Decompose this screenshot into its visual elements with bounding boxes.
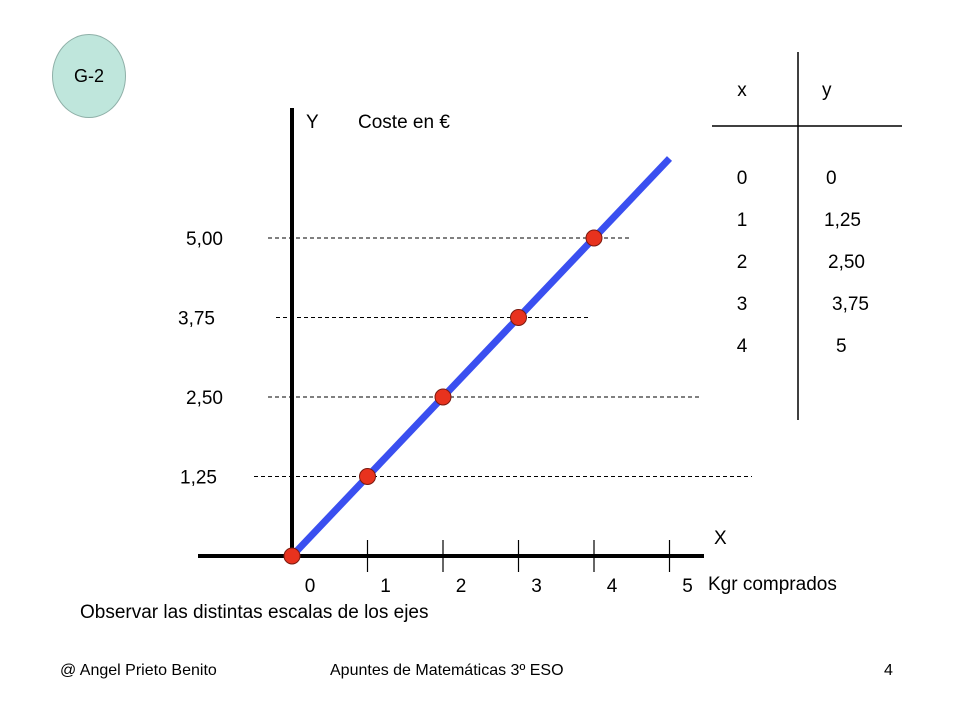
x-tick-label: 4 xyxy=(607,576,618,597)
table-cell: 2 xyxy=(736,252,748,273)
table-cell: 3 xyxy=(736,294,748,315)
footer-page: 4 xyxy=(884,662,893,679)
footer-title: Apuntes de Matemáticas 3º ESO xyxy=(330,662,564,679)
series-line xyxy=(289,156,673,559)
table-cell: 4 xyxy=(736,336,748,357)
slide-badge: G-2 xyxy=(52,34,126,118)
y-tick-label: 3,75 xyxy=(178,309,215,330)
y-tick-label: 5,00 xyxy=(186,229,223,250)
note-text: Observar las distintas escalas de los ej… xyxy=(80,602,429,623)
table-cell: 5 xyxy=(836,336,847,357)
x-tick-label: 2 xyxy=(456,576,467,597)
x-axis-label: Kgr comprados xyxy=(708,574,837,595)
data-point xyxy=(283,547,301,565)
data-point xyxy=(585,229,603,247)
x-axis-name: X xyxy=(714,528,727,549)
y-tick-label: 1,25 xyxy=(180,468,217,489)
x-tick-label: 5 xyxy=(682,576,693,597)
table-header-x: x xyxy=(737,80,747,101)
y-tick-label: 2,50 xyxy=(186,388,223,409)
table-cell: 1 xyxy=(736,210,748,231)
x-tick-label: 1 xyxy=(380,576,391,597)
y-axis-name: Y xyxy=(306,112,319,133)
table-cell: 0 xyxy=(826,168,837,189)
data-point xyxy=(434,388,452,406)
x-tick-label: 0 xyxy=(305,576,316,597)
table-cell: 2,50 xyxy=(828,252,865,273)
footer-author: @ Angel Prieto Benito xyxy=(60,662,217,679)
table-cell: 1,25 xyxy=(824,210,861,231)
y-axis-label: Coste en € xyxy=(358,112,450,133)
table-cell: 3,75 xyxy=(832,294,869,315)
x-tick-label: 3 xyxy=(531,576,542,597)
data-point xyxy=(510,309,527,326)
table-header-y: y xyxy=(822,80,832,101)
data-point xyxy=(359,468,376,485)
table-cell: 0 xyxy=(736,168,748,189)
